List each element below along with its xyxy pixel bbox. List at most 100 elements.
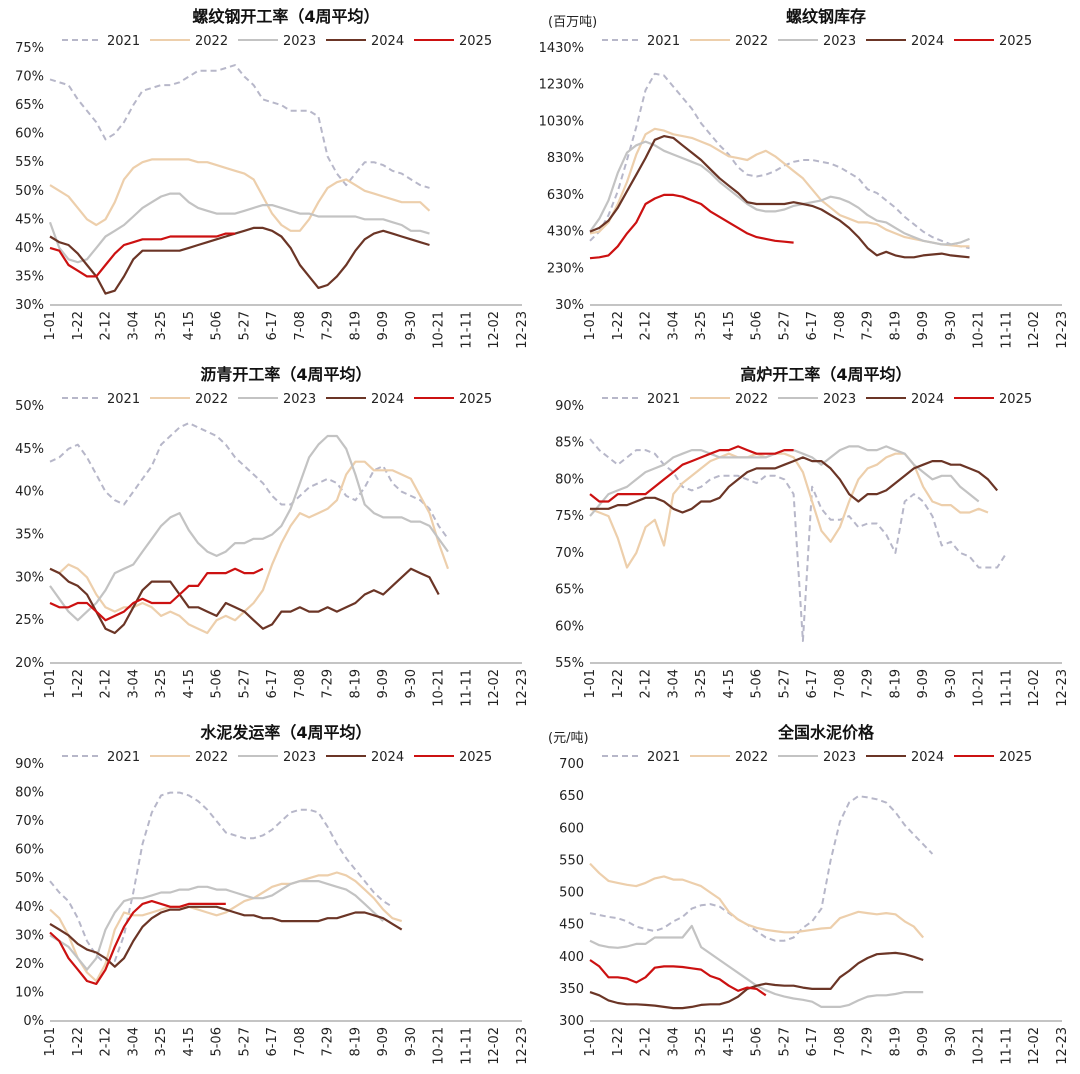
y-tick-label: 40% — [15, 241, 44, 256]
x-tick-label: 6-17 — [265, 1027, 280, 1057]
legend-label-2023: 2023 — [823, 392, 856, 407]
x-tick-label: 8-19 — [348, 1027, 363, 1057]
x-tick-label: 5-27 — [237, 311, 252, 341]
legend-label-2023: 2023 — [823, 34, 856, 49]
y-tick-label: 90% — [15, 757, 44, 772]
y-tick-label: 80% — [555, 472, 584, 487]
x-tick-label: 2-12 — [639, 1027, 654, 1057]
series-line-2021 — [589, 72, 970, 250]
x-tick-label: 9-30 — [404, 311, 419, 341]
y-tick-label: 1430% — [539, 41, 584, 56]
x-tick-label: 9-09 — [916, 669, 931, 699]
x-tick-label: 2-12 — [639, 669, 654, 699]
y-tick-label: 75% — [555, 509, 584, 524]
chart-title: 螺纹钢库存 — [786, 7, 866, 26]
series-line-2023 — [589, 924, 924, 1008]
y-tick-label: 40% — [15, 900, 44, 915]
legend-label-2021: 2021 — [107, 750, 140, 765]
x-tick-label: 2-12 — [639, 311, 654, 341]
x-tick-label: 11-11 — [459, 311, 474, 349]
x-tick-label: 11-11 — [999, 1027, 1014, 1065]
series-line-2025 — [589, 445, 794, 503]
x-tick-label: 3-25 — [694, 311, 709, 341]
series-line-2021 — [49, 64, 430, 189]
x-tick-label: 1-22 — [71, 311, 86, 341]
series-line-2024 — [49, 567, 440, 635]
y-tick-label: 1030% — [539, 114, 584, 129]
y-tick-label: 400 — [559, 950, 584, 965]
x-tick-label: 7-29 — [861, 669, 876, 699]
x-tick-label: 2-12 — [99, 311, 114, 341]
x-tick-label: 6-17 — [805, 1027, 820, 1057]
x-tick-label: 12-23 — [515, 669, 530, 707]
series-line-2022 — [589, 452, 989, 569]
y-tick-label: 600 — [559, 821, 584, 836]
y-tick-label: 20% — [15, 656, 44, 671]
x-tick-label: 7-29 — [861, 1027, 876, 1057]
x-tick-label: 1-01 — [583, 669, 598, 699]
x-tick-label: 1-01 — [43, 311, 58, 341]
x-tick-label: 3-25 — [694, 669, 709, 699]
y-tick-label: 430% — [547, 225, 584, 240]
x-tick-label: 1-22 — [611, 669, 626, 699]
legend-label-2023: 2023 — [283, 750, 316, 765]
series-line-2022 — [49, 158, 431, 232]
x-tick-label: 9-09 — [376, 669, 391, 699]
x-tick-label: 8-19 — [348, 669, 363, 699]
y-tick-label: 450 — [559, 918, 584, 933]
x-tick-label: 5-27 — [237, 669, 252, 699]
x-tick-label: 12-02 — [487, 1027, 502, 1065]
x-tick-label: 3-04 — [126, 669, 141, 699]
x-tick-label: 12-02 — [487, 311, 502, 349]
x-tick-label: 6-17 — [265, 669, 280, 699]
y-tick-label: 65% — [15, 98, 44, 113]
legend-label-2022: 2022 — [735, 750, 768, 765]
x-tick-label: 3-04 — [666, 1027, 681, 1057]
x-tick-label: 7-29 — [321, 1027, 336, 1057]
y-tick-label: 55% — [555, 656, 584, 671]
x-tick-label: 9-30 — [404, 669, 419, 699]
legend-label-2023: 2023 — [823, 750, 856, 765]
y-tick-label: 630% — [547, 188, 584, 203]
legend-label-2025: 2025 — [459, 34, 492, 49]
y-tick-label: 70% — [555, 546, 584, 561]
x-tick-label: 7-08 — [293, 311, 308, 341]
legend-label-2021: 2021 — [647, 392, 680, 407]
x-tick-label: 6-17 — [805, 311, 820, 341]
x-tick-label: 3-25 — [154, 311, 169, 341]
y-tick-label: 30% — [15, 298, 44, 313]
y-tick-label: 10% — [15, 985, 44, 1000]
y-tick-label: 0% — [23, 1014, 44, 1029]
x-tick-label: 2-12 — [99, 669, 114, 699]
chart-title: 水泥发运率（4周平均） — [200, 723, 371, 742]
y-tick-label: 30% — [555, 298, 584, 313]
y-tick-label: 50% — [15, 399, 44, 414]
legend-label-2022: 2022 — [735, 34, 768, 49]
legend-label-2023: 2023 — [283, 392, 316, 407]
x-tick-label: 9-09 — [376, 311, 391, 341]
chart-title: 全国水泥价格 — [777, 723, 875, 742]
x-tick-label: 5-06 — [210, 669, 225, 699]
x-tick-label: 1-01 — [43, 669, 58, 699]
x-tick-label: 11-11 — [459, 669, 474, 707]
y-tick-label: 30% — [15, 570, 44, 585]
x-tick-label: 7-29 — [321, 311, 336, 341]
x-tick-label: 6-17 — [805, 669, 820, 699]
x-tick-label: 10-21 — [972, 1027, 987, 1065]
x-tick-label: 12-02 — [487, 669, 502, 707]
legend-label-2021: 2021 — [107, 392, 140, 407]
series-line-2025 — [49, 232, 236, 278]
x-tick-label: 10-21 — [972, 669, 987, 707]
x-tick-label: 4-15 — [722, 669, 737, 699]
x-tick-label: 12-23 — [515, 1027, 530, 1065]
x-tick-label: 3-25 — [154, 669, 169, 699]
x-tick-label: 9-09 — [916, 311, 931, 341]
y-unit-label: (百万吨) — [548, 15, 597, 30]
y-tick-label: 300 — [559, 1014, 584, 1029]
x-tick-label: 5-27 — [777, 669, 792, 699]
x-tick-label: 5-06 — [750, 311, 765, 341]
y-tick-label: 550 — [559, 853, 584, 868]
series-line-2024 — [589, 135, 970, 259]
x-tick-label: 12-23 — [1055, 311, 1070, 349]
series-line-2024 — [589, 951, 924, 1010]
